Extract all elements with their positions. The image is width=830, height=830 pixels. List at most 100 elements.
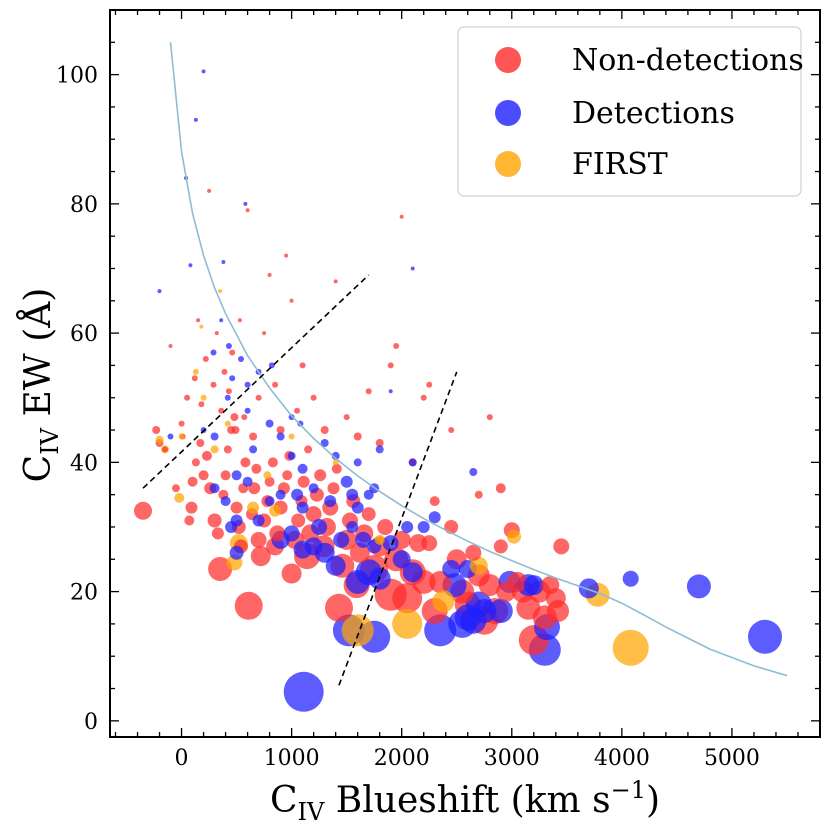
data-point-detections <box>293 540 312 559</box>
data-point-non-detections <box>420 394 427 401</box>
x-tick-label: 0 <box>175 746 189 771</box>
data-point-non-detections <box>184 515 195 526</box>
data-point-detections <box>402 562 423 583</box>
data-point-non-detections <box>191 458 200 467</box>
data-point-detections <box>229 375 236 382</box>
data-point-detections <box>622 570 639 587</box>
data-point-non-detections <box>429 570 452 593</box>
data-point-non-detections <box>198 470 209 481</box>
data-point-detections <box>224 394 231 401</box>
x-axis-label: CIV Blueshift (km s−1) <box>270 776 660 826</box>
y-axis-label: CIV EW (Å) <box>17 288 64 483</box>
data-point-non-detections <box>426 381 433 388</box>
data-point-detections <box>225 343 232 349</box>
plot-frame <box>109 9 821 738</box>
legend-marker-first <box>495 151 521 177</box>
data-point-detections <box>392 550 411 569</box>
data-point-non-detections <box>152 426 161 434</box>
data-point-non-detections <box>214 331 219 336</box>
data-point-detections <box>686 574 711 599</box>
data-point-non-detections <box>198 401 205 408</box>
data-point-detections <box>283 525 300 542</box>
axis-ticks <box>110 9 821 737</box>
data-point-non-detections <box>276 426 285 434</box>
data-point-detections <box>410 266 415 271</box>
data-point-detections <box>346 488 359 501</box>
data-point-detections <box>252 514 265 527</box>
legend: Non-detections Detections FIRST <box>457 26 804 197</box>
data-point-first <box>392 608 423 639</box>
data-point-detections <box>242 476 253 487</box>
data-point-non-detections <box>241 414 248 421</box>
data-point-detections <box>297 420 304 427</box>
data-point-detections <box>355 531 372 548</box>
data-point-detections <box>229 545 244 560</box>
y-tick-label: 0 <box>84 710 98 735</box>
data-point-non-detections <box>185 501 198 514</box>
data-point-first <box>200 394 207 401</box>
data-point-non-detections <box>493 539 508 554</box>
data-point-detections <box>188 263 193 268</box>
data-point-detections <box>469 468 478 476</box>
data-point-non-detections <box>220 470 231 481</box>
data-point-detections <box>331 451 340 460</box>
data-point-first <box>155 435 164 444</box>
x-tick-label: 5000 <box>704 746 760 771</box>
data-point-detections <box>523 575 544 596</box>
data-point-detections <box>320 439 329 447</box>
dashed-line-1 <box>142 274 370 489</box>
data-point-first <box>469 556 488 575</box>
data-point-non-detections <box>223 445 232 454</box>
data-point-detections <box>238 356 244 362</box>
data-point-detections <box>210 349 217 356</box>
data-point-detections <box>296 501 309 514</box>
x-tick-label: 3000 <box>484 746 540 771</box>
x-axis-label-close: ) <box>646 780 660 821</box>
legend-marker-detections <box>495 100 521 126</box>
data-point-non-detections <box>399 214 404 219</box>
data-point-detections <box>157 289 162 294</box>
data-point-detections <box>748 619 782 654</box>
data-point-detections <box>472 599 497 623</box>
data-point-detections <box>375 445 384 454</box>
data-point-first <box>332 459 339 466</box>
data-point-first <box>432 590 455 613</box>
data-point-non-detections <box>297 475 310 488</box>
data-point-non-detections <box>377 519 394 535</box>
x-tick-label: 2000 <box>374 746 430 771</box>
y-tick-label: 20 <box>70 581 98 606</box>
data-point-non-detections <box>248 482 261 495</box>
data-point-detections <box>388 389 393 394</box>
data-point-non-detections <box>495 483 506 494</box>
trend-curve <box>169 42 788 677</box>
data-point-non-detections <box>361 507 376 522</box>
data-point-non-detections <box>282 470 293 481</box>
data-point-non-detections <box>291 513 306 528</box>
legend-label-first: FIRST <box>572 147 668 182</box>
data-point-non-detections <box>444 520 459 534</box>
data-point-detections <box>311 519 328 535</box>
data-point-non-detections <box>196 318 201 323</box>
x-axis-label-sub: IV <box>298 798 325 826</box>
data-point-non-detections <box>196 439 205 447</box>
data-point-non-detections <box>474 490 483 499</box>
data-point-detections <box>249 445 258 454</box>
data-point-detections <box>324 495 337 508</box>
data-point-non-detections <box>365 388 372 395</box>
data-point-detections <box>333 531 350 548</box>
data-point-non-detections <box>343 414 350 421</box>
data-point-detections <box>488 599 513 623</box>
data-point-detections <box>244 407 251 414</box>
data-point-non-detections <box>187 476 198 487</box>
data-point-non-detections <box>262 331 267 336</box>
data-point-non-detections <box>375 439 384 447</box>
data-point-non-detections <box>429 496 440 507</box>
data-point-first <box>178 433 185 440</box>
x-axis-label-main: C <box>270 780 298 821</box>
data-point-non-detections <box>202 356 209 362</box>
y-tick-label: 80 <box>70 193 98 218</box>
data-point-detections <box>231 470 242 481</box>
data-point-non-detections <box>221 368 228 375</box>
data-point-non-detections <box>172 484 180 493</box>
data-point-non-detections <box>541 576 560 595</box>
